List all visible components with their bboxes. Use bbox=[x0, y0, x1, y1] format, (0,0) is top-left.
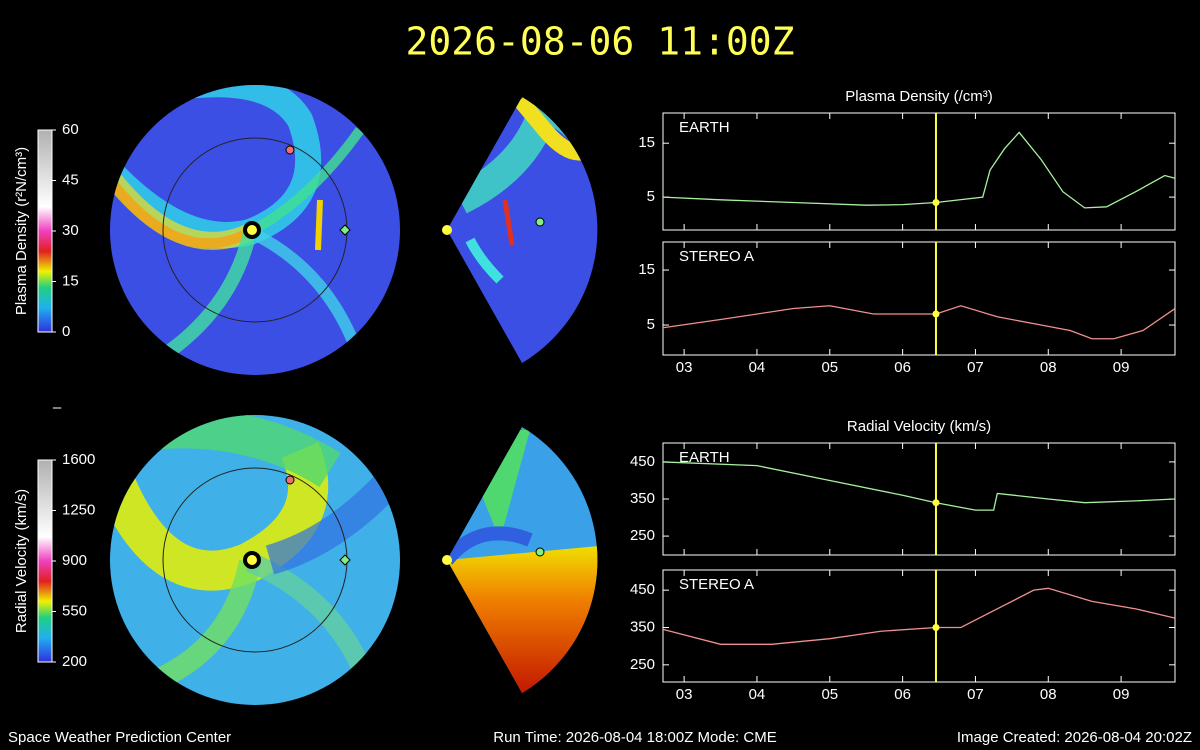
colorbar bbox=[37, 459, 53, 663]
x-tick-label: 09 bbox=[1113, 359, 1130, 376]
plot-frame bbox=[662, 241, 1176, 356]
y-tick-label: 15 bbox=[638, 261, 655, 278]
data-line bbox=[662, 305, 1176, 340]
data-line bbox=[662, 461, 1176, 511]
velocity-map bbox=[110, 415, 598, 705]
y-tick-label: 450 bbox=[630, 581, 655, 598]
colorbar-tick-label: 900 bbox=[62, 552, 87, 569]
colorbar-label: Radial Velocity (km/s) bbox=[13, 489, 30, 633]
colorbar-tick-label: 30 bbox=[62, 222, 79, 239]
y-tick-label: 15 bbox=[638, 134, 655, 151]
x-tick-label: 04 bbox=[749, 359, 766, 376]
colorbar-tick-label: 45 bbox=[62, 171, 79, 188]
cursor-point bbox=[932, 310, 940, 318]
colorbar-tick-label: 60 bbox=[62, 121, 79, 138]
x-tick-label: 07 bbox=[967, 359, 984, 376]
x-tick-label: 07 bbox=[967, 686, 984, 703]
colorbar-tick-label: 0 bbox=[62, 323, 70, 340]
colorbar-label: Plasma Density (r²N/cm³) bbox=[13, 147, 30, 315]
x-tick-label: 09 bbox=[1113, 686, 1130, 703]
y-tick-label: 250 bbox=[630, 527, 655, 544]
x-tick-label: 08 bbox=[1040, 359, 1057, 376]
data-line bbox=[662, 131, 1176, 209]
x-tick-label: 06 bbox=[894, 686, 911, 703]
footer-right: Image Created: 2026-08-04 20:02Z bbox=[957, 729, 1192, 746]
series-name: EARTH bbox=[679, 449, 730, 466]
y-tick-label: 250 bbox=[630, 656, 655, 673]
y-tick-label: 5 bbox=[647, 188, 655, 205]
x-tick-label: 05 bbox=[821, 359, 838, 376]
y-tick-label: 5 bbox=[647, 316, 655, 333]
footer-left: Space Weather Prediction Center bbox=[8, 729, 231, 746]
colorbar-tick-label: 15 bbox=[62, 272, 79, 289]
page-title: 2026-08-06 11:00Z bbox=[406, 20, 795, 64]
y-tick-label: 350 bbox=[630, 618, 655, 635]
chart-title: Radial Velocity (km/s) bbox=[847, 418, 991, 435]
chart-title: Plasma Density (/cm³) bbox=[845, 88, 993, 105]
x-tick-label: 08 bbox=[1040, 686, 1057, 703]
series-name: EARTH bbox=[679, 119, 730, 136]
cursor-point bbox=[932, 499, 940, 507]
cursor-point bbox=[932, 623, 940, 631]
x-tick-label: 03 bbox=[676, 359, 693, 376]
colorbar-tick-label: 200 bbox=[62, 653, 87, 670]
separator-dash: – bbox=[53, 399, 62, 416]
series-name: STEREO A bbox=[679, 248, 754, 265]
x-tick-label: 06 bbox=[894, 359, 911, 376]
density-map bbox=[110, 85, 598, 375]
colorbar-tick-label: 550 bbox=[62, 602, 87, 619]
plot-frame bbox=[662, 569, 1176, 683]
colorbar-tick-label: 1600 bbox=[62, 451, 95, 468]
x-tick-label: 03 bbox=[676, 686, 693, 703]
data-line bbox=[662, 587, 1176, 645]
y-tick-label: 450 bbox=[630, 453, 655, 470]
footer-center: Run Time: 2026-08-04 18:00Z Mode: CME bbox=[493, 729, 776, 746]
x-tick-label: 05 bbox=[821, 686, 838, 703]
plot-frame bbox=[662, 112, 1176, 231]
x-tick-label: 04 bbox=[749, 686, 766, 703]
cursor-point bbox=[932, 199, 940, 207]
y-tick-label: 350 bbox=[630, 490, 655, 507]
colorbar-tick-label: 1250 bbox=[62, 501, 95, 518]
colorbar bbox=[37, 129, 53, 333]
series-name: STEREO A bbox=[679, 576, 754, 593]
